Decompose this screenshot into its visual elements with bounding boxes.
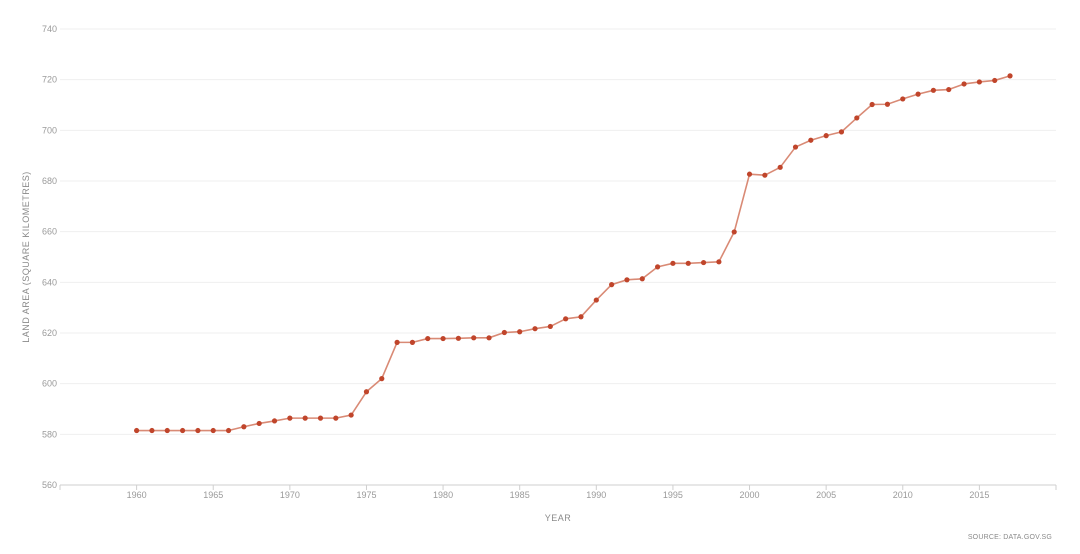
y-tick-label: 720 [42, 75, 57, 85]
y-tick-label: 600 [42, 379, 57, 389]
data-point-1991 [609, 282, 615, 288]
data-point-2015 [976, 79, 982, 85]
x-tick-label: 1975 [356, 490, 376, 500]
data-point-2004 [808, 137, 814, 143]
data-point-1962 [164, 427, 170, 434]
y-tick-label: 740 [42, 24, 57, 34]
data-point-1986 [532, 326, 538, 332]
data-point-1967 [241, 424, 247, 430]
x-tick-label: 2005 [816, 490, 836, 500]
y-tick-label: 700 [42, 125, 57, 135]
data-point-2014 [961, 81, 967, 87]
data-point-1995 [670, 260, 676, 266]
data-point-1973 [333, 415, 339, 421]
data-point-1993 [639, 276, 645, 282]
data-point-2006 [838, 129, 845, 135]
land-area-series-line [136, 75, 1011, 432]
data-point-2001 [762, 172, 768, 178]
data-point-2000 [746, 171, 753, 177]
data-point-1963 [179, 427, 186, 434]
data-point-1972 [317, 415, 324, 421]
y-tick-label: 660 [42, 227, 57, 237]
data-point-2005 [823, 133, 829, 139]
data-point-1990 [593, 297, 599, 303]
x-tick-label: 2000 [740, 490, 760, 500]
x-tick-label: 2010 [893, 490, 913, 500]
x-tick-label: 1980 [433, 490, 453, 500]
data-point-1983 [486, 335, 492, 341]
data-point-1988 [563, 316, 569, 322]
data-point-1984 [501, 329, 507, 336]
data-point-1981 [455, 335, 461, 341]
data-point-2010 [900, 96, 906, 102]
data-point-1980 [440, 335, 446, 342]
data-point-1992 [624, 277, 630, 283]
y-tick-label: 680 [42, 176, 57, 186]
data-point-1977 [394, 339, 400, 345]
data-point-2003 [792, 144, 799, 150]
x-tick-label: 1995 [663, 490, 683, 500]
x-tick-label: 1970 [280, 490, 300, 500]
data-point-2013 [946, 86, 952, 93]
data-point-1960 [134, 427, 140, 434]
data-point-2007 [854, 115, 860, 121]
data-point-1974 [348, 412, 354, 418]
data-point-1996 [685, 260, 691, 266]
x-axis-title: YEAR [545, 513, 572, 523]
data-point-1982 [471, 335, 477, 341]
data-point-1999 [731, 229, 737, 235]
data-point-1987 [547, 323, 553, 330]
y-tick-label: 580 [42, 429, 57, 439]
source-note: SOURCE: DATA.GOV.SG [968, 534, 1052, 541]
data-point-1970 [287, 415, 293, 421]
data-point-1968 [256, 420, 262, 427]
data-point-1975 [363, 389, 370, 395]
y-tick-label: 640 [42, 277, 57, 287]
grid-layer [60, 28, 1056, 435]
data-point-1997 [700, 259, 707, 266]
data-points [134, 73, 1013, 434]
data-point-1994 [655, 264, 661, 270]
series-layer [136, 75, 1011, 432]
y-tick-label: 620 [42, 328, 57, 338]
y-tick-labels: 560 580 600 620 640 660 680 700 720 740 [42, 24, 57, 490]
data-point-1965 [210, 427, 216, 434]
data-point-2017 [1007, 73, 1013, 79]
x-tick-label: 1960 [127, 490, 147, 500]
data-point-2012 [930, 87, 937, 93]
data-point-2009 [884, 101, 891, 107]
data-point-1961 [149, 427, 155, 434]
axis-layer [59, 484, 1057, 490]
data-point-1998 [716, 259, 722, 265]
data-point-1966 [225, 427, 232, 434]
data-point-2011 [915, 91, 921, 97]
x-tick-label: 2015 [969, 490, 989, 500]
data-point-1978 [409, 339, 416, 345]
data-point-1989 [578, 314, 584, 320]
y-axis-title: LAND AREA (SQUARE KILOMETRES) [21, 171, 31, 343]
y-tick-label: 560 [42, 480, 57, 490]
data-point-1985 [517, 329, 523, 335]
data-point-2002 [777, 164, 783, 170]
x-tick-label: 1990 [586, 490, 606, 500]
data-point-1969 [271, 418, 278, 424]
data-point-1976 [379, 376, 385, 382]
data-point-2016 [992, 77, 998, 84]
data-point-2008 [869, 101, 875, 108]
x-tick-label: 1965 [203, 490, 223, 500]
data-point-1964 [195, 427, 201, 434]
data-point-1979 [425, 335, 431, 342]
x-tick-label: 1985 [510, 490, 530, 500]
x-tick-labels: 1960 1965 1970 1975 1980 1985 1990 1995 2000 2005… [127, 490, 990, 500]
data-point-1971 [302, 415, 308, 421]
